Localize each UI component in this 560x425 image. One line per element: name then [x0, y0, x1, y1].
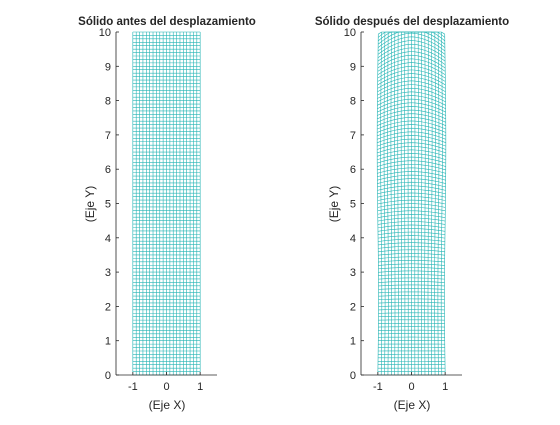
y-tick-label: 4 [350, 233, 356, 245]
y-tick-label: 10 [99, 27, 111, 39]
y-tick-label: 5 [105, 199, 111, 211]
ylabel-before: (Eje Y) [83, 186, 97, 222]
y-tick-label: 0 [105, 370, 111, 382]
y-tick-label: 9 [350, 61, 356, 73]
y-tick-label: 3 [105, 267, 111, 279]
y-tick-label: 0 [350, 370, 356, 382]
mesh-before [133, 32, 200, 375]
y-tick-label: 2 [105, 301, 111, 313]
y-tick-label: 6 [350, 164, 356, 176]
y-tick-label: 7 [350, 130, 356, 142]
y-tick-label: 8 [350, 96, 356, 108]
y-tick-label: 6 [105, 164, 111, 176]
x-tick-label: 0 [408, 381, 414, 393]
y-tick-label: 5 [350, 199, 356, 211]
y-tick-label: 7 [105, 130, 111, 142]
y-tick-label: 1 [350, 336, 356, 348]
y-tick-label: 9 [105, 61, 111, 73]
xlabel-before: (Eje X) [149, 398, 186, 412]
x-tick-label: -1 [128, 381, 138, 393]
y-tick-label: 1 [105, 336, 111, 348]
x-tick-label: -1 [373, 381, 383, 393]
y-tick-label: 10 [344, 27, 356, 39]
x-tick-label: 0 [163, 381, 169, 393]
x-tick-label: 1 [197, 381, 203, 393]
y-tick-label: 4 [105, 233, 111, 245]
x-tick-label: 1 [442, 381, 448, 393]
y-tick-label: 2 [350, 301, 356, 313]
y-tick-label: 8 [105, 96, 111, 108]
ylabel-after: (Eje Y) [327, 186, 341, 222]
y-tick-label: 3 [350, 267, 356, 279]
xlabel-after: (Eje X) [394, 398, 431, 412]
